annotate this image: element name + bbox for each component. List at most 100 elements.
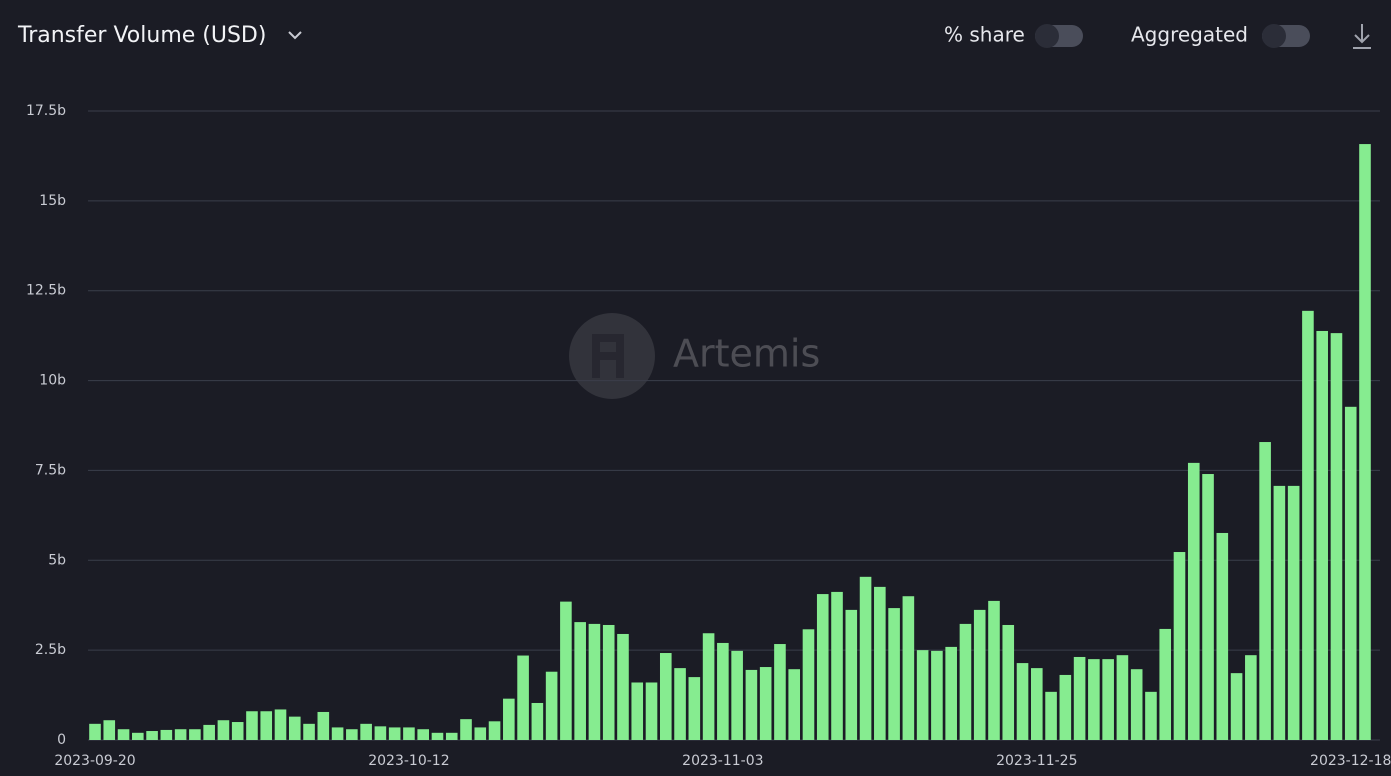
bar (731, 650, 743, 740)
bar (288, 716, 301, 740)
y-tick-label: 15b (39, 193, 66, 209)
bar (246, 711, 258, 740)
bar (503, 698, 515, 740)
bar (1059, 674, 1072, 740)
bar (1045, 691, 1057, 740)
bar (1230, 673, 1243, 740)
bar (89, 723, 101, 740)
bar (1187, 462, 1200, 740)
bar (759, 667, 772, 740)
bar (945, 646, 957, 740)
bar (346, 729, 358, 740)
bar (1073, 656, 1086, 740)
bar (1316, 330, 1328, 740)
bar (702, 633, 715, 740)
bar (560, 601, 572, 740)
bar (517, 655, 529, 740)
bar (888, 608, 900, 740)
bar (688, 677, 701, 740)
bar (1359, 144, 1371, 740)
x-tick-label: 2023-10-12 (368, 753, 449, 769)
bar (417, 729, 430, 740)
bar (217, 720, 230, 740)
bar (103, 720, 116, 740)
bar (845, 609, 858, 740)
bar (231, 722, 244, 740)
bar (474, 727, 487, 740)
y-tick-label: 5b (48, 552, 66, 568)
bar (874, 586, 886, 740)
bar (545, 671, 558, 740)
bar (574, 622, 586, 740)
bar (1344, 406, 1357, 740)
x-tick-label: 2023-09-20 (54, 753, 135, 769)
bar (602, 624, 615, 740)
x-tick-label: 2023-12-18 (1310, 753, 1391, 769)
dropdown-chevron[interactable] (288, 31, 302, 40)
bar (488, 721, 501, 740)
watermark: Artemis (569, 313, 820, 399)
bar (788, 669, 801, 740)
bar (445, 732, 458, 740)
bar (1030, 668, 1043, 740)
bar (160, 729, 173, 740)
bar (174, 729, 187, 740)
toggle[interactable] (1035, 24, 1083, 48)
bar (1116, 655, 1129, 740)
y-tick-label: 17.5b (26, 103, 66, 119)
bar (1245, 655, 1257, 740)
bar (674, 668, 686, 740)
bar (1302, 310, 1314, 740)
bar (1002, 624, 1015, 740)
toggle[interactable] (1262, 24, 1310, 48)
bar (988, 600, 1000, 740)
bar (859, 576, 872, 740)
bar (360, 723, 372, 740)
bar (374, 726, 387, 740)
bar (431, 732, 444, 740)
bar (317, 711, 330, 740)
bar (774, 644, 786, 740)
toggle-label: Aggregated (1131, 23, 1248, 47)
bar (645, 682, 658, 740)
bar (745, 669, 758, 740)
y-tick-label: 10b (39, 373, 66, 389)
bar (531, 702, 544, 740)
bar (931, 650, 943, 740)
bar (1016, 663, 1029, 740)
bar (1202, 474, 1214, 740)
bar (1159, 628, 1172, 740)
bar (831, 591, 843, 740)
download-icon[interactable] (1353, 24, 1371, 49)
x-tick-label: 2023-11-03 (682, 753, 763, 769)
bar (631, 682, 644, 740)
y-tick-label: 0 (57, 732, 66, 748)
bar (973, 609, 986, 740)
bar (1088, 659, 1100, 740)
y-tick-label: 12.5b (26, 283, 66, 299)
bar (1259, 442, 1271, 740)
bar (659, 653, 672, 740)
bar (1287, 485, 1300, 740)
bar (717, 642, 729, 740)
bar (260, 711, 273, 740)
bar (274, 709, 287, 740)
bar (1273, 485, 1286, 740)
chart-title: Transfer Volume (USD) (17, 23, 266, 48)
bar (617, 633, 629, 740)
bar (460, 719, 472, 740)
bar (132, 732, 144, 740)
bar (1216, 532, 1229, 740)
watermark-text: Artemis (673, 332, 820, 376)
bar (1145, 691, 1157, 740)
bar (403, 727, 415, 740)
bar (303, 723, 315, 740)
y-tick-label: 7.5b (35, 462, 66, 478)
bar (388, 727, 401, 740)
bar (816, 594, 829, 740)
bar (146, 731, 158, 740)
toggle-label: % share (944, 23, 1025, 47)
bar (916, 650, 929, 740)
